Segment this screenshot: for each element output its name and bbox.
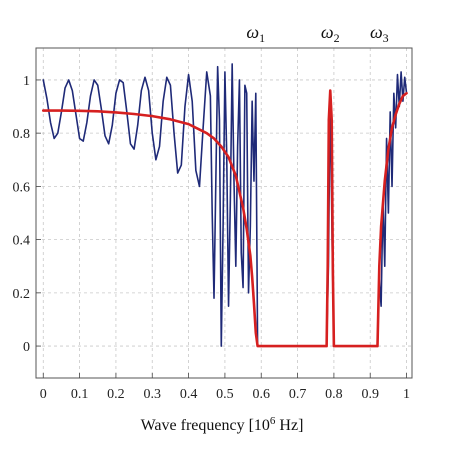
y-tick-label-2: 0.4 — [13, 234, 31, 249]
y-tick-label-0: 0 — [23, 340, 30, 355]
y-tick-label-1: 0.2 — [13, 287, 31, 302]
x-tick-label-7: 0.7 — [289, 387, 307, 402]
y-tick-label-5: 1 — [23, 74, 30, 89]
y-tick-label-4: 0.8 — [13, 127, 31, 142]
x-tick-label-5: 0.5 — [216, 387, 234, 402]
series-layer — [41, 63, 408, 348]
x-tick-label-4: 0.4 — [180, 387, 198, 402]
plot-frame — [35, 47, 413, 379]
series-line-1 — [41, 89, 408, 348]
x-tick-label-6: 0.6 — [252, 387, 270, 402]
y-tick-label-3: 0.6 — [13, 180, 31, 195]
x-tick-label-9: 0.9 — [361, 387, 379, 402]
x-tick-label-3: 0.3 — [144, 387, 162, 402]
ticks-layer: 0 0.1 0.2 0.3 0.4 0.5 0.6 0.7 0.8 0.9 1 0 0.2 0.4 0.6 0… — [13, 74, 411, 402]
x-tick-label-1: 0.1 — [71, 387, 89, 402]
omega-label-2: ω2 — [321, 22, 340, 45]
x-tick-label-10: 1 — [403, 387, 410, 402]
x-tick-label-0: 0 — [40, 387, 47, 402]
annotation-layer: ω1 ω2 ω3 — [246, 22, 388, 45]
x-tick-label-8: 0.8 — [325, 387, 343, 402]
x-tick-label-2: 0.2 — [107, 387, 125, 402]
omega-label-1: ω1 — [246, 22, 265, 45]
omega-label-3: ω3 — [370, 22, 389, 45]
x-axis-title: Wave frequency [106 Hz] — [141, 415, 304, 434]
